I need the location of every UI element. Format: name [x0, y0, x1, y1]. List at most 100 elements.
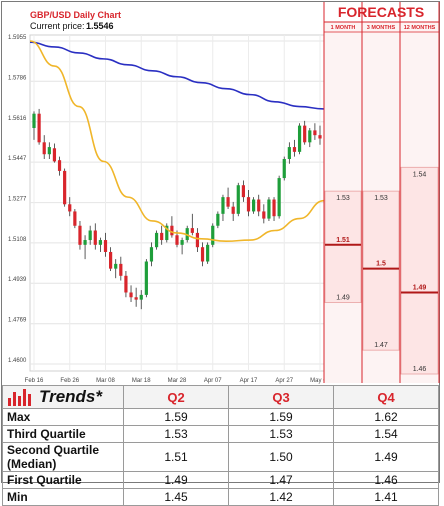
candles — [32, 108, 322, 310]
current-price-label: Current price: — [30, 21, 85, 31]
chart-canvas: GBP/USD Daily Chart Current price: 1.554… — [1, 1, 440, 483]
candle-body — [206, 244, 210, 262]
candle-body — [308, 130, 312, 143]
cell: 1.42 — [228, 488, 334, 506]
candle-body — [200, 247, 205, 262]
candle-body — [226, 197, 230, 207]
candle-body — [241, 185, 245, 198]
y-tick-label: 1.5447 — [8, 156, 27, 162]
candle-body — [160, 232, 164, 241]
x-tick-label: Mar 08 — [96, 378, 115, 384]
forecast-min-label: 1.46 — [413, 366, 427, 373]
candle-body — [303, 125, 307, 143]
column-q2: Q2 — [123, 385, 229, 409]
candle-body — [313, 130, 317, 136]
row-label: Third Quartile — [2, 425, 124, 443]
moving-averages — [29, 40, 325, 243]
candle-body — [52, 148, 57, 162]
x-tick-label: Apr 07 — [204, 378, 222, 384]
candle-body — [154, 232, 159, 248]
candle-body — [57, 160, 62, 171]
table-row: Third Quartile 1.53 1.53 1.54 — [2, 425, 439, 443]
table-row: Min 1.45 1.42 1.41 — [2, 488, 439, 506]
row-label: Min — [2, 488, 124, 506]
y-tick-label: 1.4600 — [8, 358, 27, 364]
forecast-range-box — [324, 190, 362, 303]
candle-body — [88, 230, 92, 241]
candle-body — [103, 240, 108, 252]
forecast-median-label: 1.5 — [376, 261, 386, 268]
candle-body — [282, 158, 286, 179]
moving-average-long — [29, 41, 325, 110]
candle-body — [78, 225, 82, 245]
candle-body — [262, 211, 266, 219]
cell: 1.50 — [228, 442, 334, 472]
candle-body — [297, 125, 302, 152]
candle-body — [68, 204, 72, 212]
forecast-median-label: 1.49 — [413, 284, 427, 291]
candle-body — [221, 197, 225, 214]
forecast-range-box — [400, 166, 439, 375]
candle-body — [185, 228, 189, 241]
y-axis: 1.5955 1.5786 1.5616 1.5447 1.5277 1.5108 1.49… — [8, 35, 27, 364]
forecast-min-label: 1.47 — [374, 342, 388, 349]
candle-body — [139, 294, 143, 300]
trends-table: Trends* Q2 Q3 Q4 Max 1.59 1.59 1.62 Thir… — [2, 385, 439, 506]
candle-body — [119, 263, 123, 276]
cell: 1.46 — [333, 471, 439, 489]
forecast-range-box — [362, 190, 400, 351]
cell: 1.62 — [333, 408, 439, 426]
candle-body — [246, 197, 251, 212]
candle-body — [63, 170, 67, 205]
cell: 1.53 — [228, 425, 334, 443]
forecast-column-label: 12 MONTHS — [404, 25, 436, 31]
candle-body — [277, 178, 281, 217]
candle-body — [175, 235, 179, 245]
candle-body — [231, 206, 235, 214]
chart-title: GBP/USD Daily Chart — [30, 10, 121, 20]
x-axis: Feb 16 Feb 26 Mar 08 Mar 18 Mar 28 Apr 07 Apr … — [25, 378, 331, 384]
candle-body — [32, 113, 36, 129]
cell: 1.59 — [123, 408, 229, 426]
forecast-column-label: 1 MONTH — [331, 25, 356, 31]
candle-body — [37, 113, 41, 143]
candle-body — [42, 142, 46, 155]
candle-body — [292, 147, 297, 152]
forecast-header: FORECASTS — [338, 4, 424, 20]
candle-body — [144, 261, 148, 295]
candle-body — [216, 213, 220, 226]
candle-body — [109, 251, 113, 269]
forecast-columns: 1 MONTH 3 MONTHS 12 MONTHS 1.53 1.51 1.49 1.53… — [323, 2, 440, 383]
cell: 1.41 — [333, 488, 439, 506]
cell: 1.53 — [123, 425, 229, 443]
candle-body — [211, 225, 215, 245]
forecast-column-label: 3 MONTHS — [367, 25, 396, 31]
cell: 1.45 — [123, 488, 229, 506]
candle-body — [98, 240, 102, 245]
candle-body — [272, 199, 276, 217]
table-row: Second Quartile (Median) 1.51 1.50 1.49 — [2, 442, 439, 472]
candle-body — [134, 297, 138, 300]
grid — [30, 35, 324, 371]
forecast-max-label: 1.53 — [374, 195, 388, 202]
cell: 1.59 — [228, 408, 334, 426]
candle-body — [47, 147, 51, 155]
x-tick-label: Mar 18 — [132, 378, 151, 384]
row-label: Second Quartile (Median) — [2, 442, 124, 472]
moving-average-short — [29, 40, 325, 243]
y-tick-label: 1.4769 — [8, 318, 27, 324]
candle-body — [287, 147, 291, 159]
x-tick-label: Apr 27 — [275, 378, 293, 384]
y-tick-label: 1.4939 — [8, 277, 27, 283]
table-row: Max 1.59 1.59 1.62 — [2, 408, 439, 426]
cell: 1.54 — [333, 425, 439, 443]
bar-chart-icon — [8, 389, 31, 406]
candle-body — [170, 225, 174, 236]
cell: 1.51 — [123, 442, 229, 472]
candle-body — [190, 228, 194, 233]
candle-body — [83, 240, 87, 245]
x-tick-label: Mar 28 — [168, 378, 187, 384]
candle-body — [236, 185, 240, 214]
candle-body — [129, 292, 133, 298]
y-tick-label: 1.5277 — [8, 197, 27, 203]
